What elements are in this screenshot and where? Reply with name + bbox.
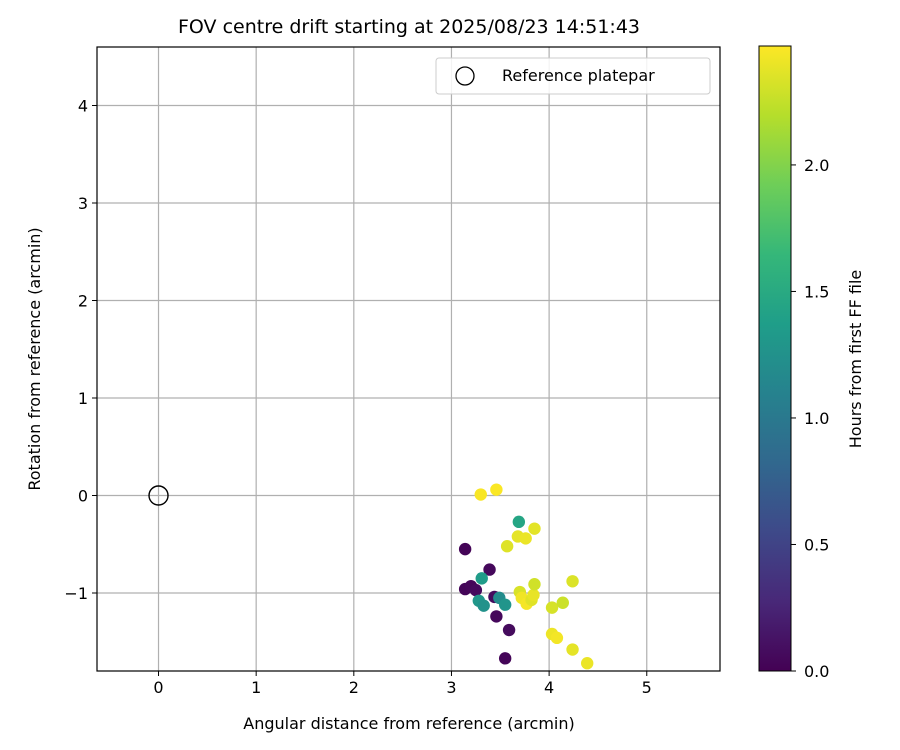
data-point xyxy=(566,643,579,656)
legend: Reference platepar xyxy=(435,57,711,95)
data-point xyxy=(566,575,579,588)
y-tick-label: 1 xyxy=(78,389,88,408)
y-tick-label: 3 xyxy=(78,194,88,213)
data-point xyxy=(528,522,541,535)
data-point xyxy=(527,588,540,602)
legend-label: Reference platepar xyxy=(502,66,655,85)
data-point xyxy=(477,599,490,612)
legend-marker-icon xyxy=(455,66,475,86)
colorbar-tick-label: 0.0 xyxy=(804,662,829,681)
data-point xyxy=(519,532,532,545)
x-tick-label: 1 xyxy=(251,678,261,697)
data-points xyxy=(458,483,594,670)
data-point xyxy=(528,578,541,591)
y-tick-label: 2 xyxy=(78,292,88,311)
x-tick-label: 5 xyxy=(642,678,652,697)
reference-point xyxy=(148,485,169,506)
x-tick-label: 3 xyxy=(446,678,456,697)
y-tick-label: 0 xyxy=(78,487,88,506)
colorbar-ticks: 0.0 0.5 1.0 1.5 2.0 xyxy=(791,156,829,681)
x-tick-label: 2 xyxy=(349,678,359,697)
y-tick-label: −1 xyxy=(64,584,88,603)
colorbar-tick-label: 1.5 xyxy=(804,282,829,301)
x-axis-ticks: 0 1 2 3 4 5 xyxy=(153,671,652,697)
x-tick-label: 4 xyxy=(544,678,554,697)
data-point xyxy=(550,631,564,645)
y-axis-ticks: 4 3 2 1 0 −1 xyxy=(64,97,97,603)
y-axis-label: Rotation from reference (arcmin) xyxy=(25,227,44,490)
data-point xyxy=(500,540,514,553)
colorbar-gradient xyxy=(758,45,792,672)
x-axis-label: Angular distance from reference (arcmin) xyxy=(243,714,574,733)
data-point xyxy=(458,542,472,556)
data-point xyxy=(502,623,516,637)
data-point xyxy=(545,601,559,614)
colorbar-label: Hours from first FF file xyxy=(846,270,865,449)
data-point xyxy=(498,652,512,665)
data-point xyxy=(556,596,569,609)
data-point xyxy=(474,488,487,501)
data-point xyxy=(469,583,483,597)
chart-title: FOV centre drift starting at 2025/08/23 … xyxy=(178,16,640,38)
data-point xyxy=(490,483,503,496)
y-tick-label: 4 xyxy=(78,97,88,116)
x-tick-label: 0 xyxy=(153,678,163,697)
data-point xyxy=(475,572,488,585)
legend-box xyxy=(435,57,711,95)
reference-marker xyxy=(148,485,169,506)
colorbar-tick-label: 1.0 xyxy=(804,409,829,428)
data-point xyxy=(490,610,503,623)
colorbar-tick-label: 2.0 xyxy=(804,156,829,175)
data-point xyxy=(498,598,512,611)
colorbar-tick-label: 0.5 xyxy=(804,535,829,554)
data-point xyxy=(483,563,496,576)
plot-frame xyxy=(96,46,721,672)
colorbar: 0.0 0.5 1.0 1.5 2.0 Hours from first FF file xyxy=(758,45,865,681)
data-point xyxy=(512,515,526,529)
grid-lines xyxy=(97,47,720,671)
data-point xyxy=(580,657,594,670)
